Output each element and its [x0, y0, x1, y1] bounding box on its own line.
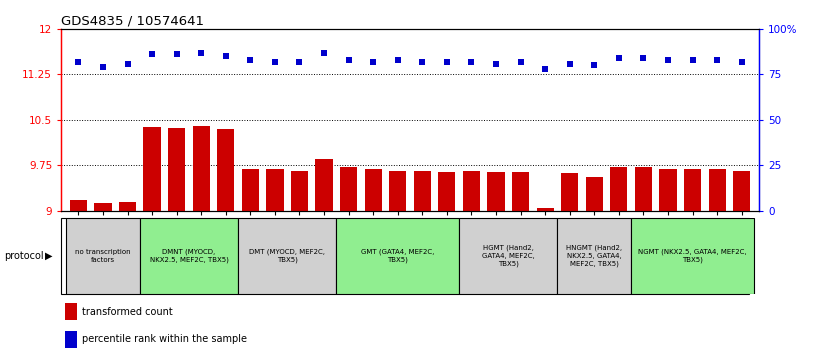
Point	[612, 55, 625, 61]
Text: transformed count: transformed count	[82, 307, 173, 317]
Point	[72, 59, 85, 65]
Bar	[708, 170, 725, 211]
Bar	[217, 129, 234, 211]
Text: HGMT (Hand2,
GATA4, MEF2C,
TBX5): HGMT (Hand2, GATA4, MEF2C, TBX5)	[482, 245, 534, 267]
Point	[662, 57, 675, 63]
Point	[170, 52, 183, 57]
Point	[490, 61, 503, 66]
Point	[317, 50, 330, 56]
Point	[145, 52, 158, 57]
Point	[244, 57, 257, 63]
Bar	[66, 218, 140, 294]
Point	[268, 59, 282, 65]
Text: no transcription
factors: no transcription factors	[75, 249, 131, 263]
Text: ▶: ▶	[45, 251, 52, 261]
Point	[514, 59, 527, 65]
Point	[441, 59, 454, 65]
Point	[342, 57, 355, 63]
Point	[563, 61, 576, 66]
Bar	[635, 167, 652, 211]
Bar	[684, 170, 701, 211]
Bar	[557, 218, 631, 294]
Bar	[95, 203, 112, 211]
Point	[711, 57, 724, 63]
Bar	[340, 167, 357, 211]
Point	[121, 61, 134, 66]
Bar	[733, 171, 750, 211]
Point	[539, 66, 552, 72]
Point	[220, 53, 233, 59]
Bar	[631, 218, 754, 294]
Text: protocol: protocol	[4, 251, 44, 261]
Text: DMNT (MYOCD,
NKX2.5, MEF2C, TBX5): DMNT (MYOCD, NKX2.5, MEF2C, TBX5)	[149, 249, 228, 263]
Point	[465, 59, 478, 65]
Point	[637, 55, 650, 61]
Bar	[438, 172, 455, 211]
Bar	[487, 172, 504, 211]
Bar	[144, 127, 161, 211]
Point	[686, 57, 699, 63]
Bar	[290, 171, 308, 211]
Bar	[336, 218, 459, 294]
Bar	[64, 303, 78, 320]
Bar	[365, 170, 382, 211]
Point	[391, 57, 404, 63]
Point	[96, 64, 109, 70]
Bar	[659, 170, 676, 211]
Bar	[414, 171, 431, 211]
Bar	[316, 159, 333, 211]
Bar	[266, 170, 283, 211]
Text: percentile rank within the sample: percentile rank within the sample	[82, 334, 247, 344]
Bar	[463, 171, 480, 211]
Point	[293, 59, 306, 65]
Text: GMT (GATA4, MEF2C,
TBX5): GMT (GATA4, MEF2C, TBX5)	[361, 249, 434, 263]
Bar	[140, 218, 238, 294]
Bar	[193, 126, 210, 211]
Point	[588, 62, 601, 68]
Bar	[537, 208, 554, 211]
Bar	[70, 200, 87, 211]
Bar	[586, 177, 603, 211]
Point	[735, 59, 748, 65]
Text: DMT (MYOCD, MEF2C,
TBX5): DMT (MYOCD, MEF2C, TBX5)	[249, 249, 326, 263]
Bar	[168, 128, 185, 211]
Point	[195, 50, 208, 56]
Bar	[561, 173, 579, 211]
Bar	[242, 170, 259, 211]
Bar	[64, 331, 78, 348]
Text: NGMT (NKX2.5, GATA4, MEF2C,
TBX5): NGMT (NKX2.5, GATA4, MEF2C, TBX5)	[638, 249, 747, 263]
Text: GDS4835 / 10574641: GDS4835 / 10574641	[61, 15, 204, 28]
Bar	[459, 218, 557, 294]
Bar	[389, 171, 406, 211]
Point	[416, 59, 429, 65]
Bar	[119, 202, 136, 211]
Point	[366, 59, 379, 65]
Text: HNGMT (Hand2,
NKX2.5, GATA4,
MEF2C, TBX5): HNGMT (Hand2, NKX2.5, GATA4, MEF2C, TBX5…	[566, 245, 623, 267]
Bar	[512, 172, 530, 211]
Bar	[238, 218, 336, 294]
Bar	[610, 167, 628, 211]
